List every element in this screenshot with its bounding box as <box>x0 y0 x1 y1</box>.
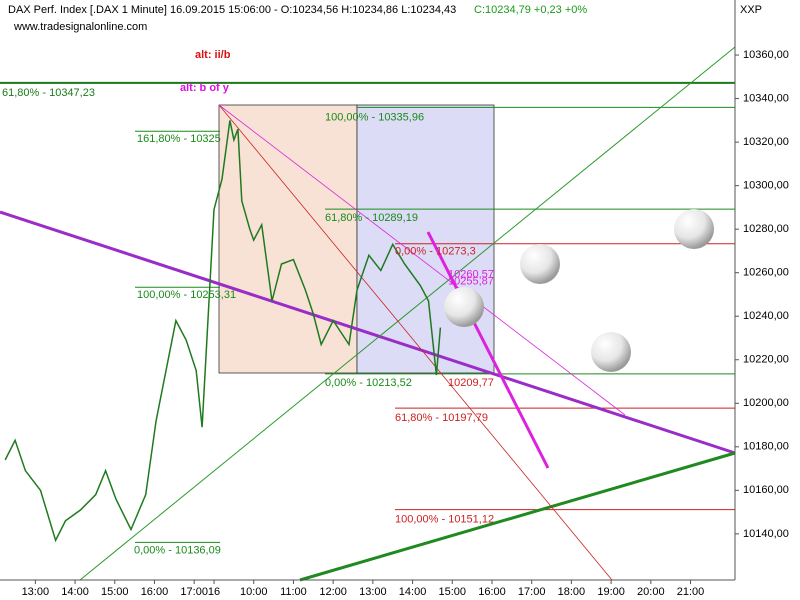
fib-label: 10260,57 <box>448 268 494 280</box>
fib-label: 0,00% - 10136,09 <box>134 544 221 556</box>
y-tick-label: 10300,00 <box>743 180 789 192</box>
x-tick-label: 20:00 <box>637 586 665 598</box>
x-tick-label: 14:00 <box>61 586 89 598</box>
x-tick-label: 15:00 <box>439 586 467 598</box>
fib-label: 100,00% - 10151,12 <box>395 514 494 526</box>
x-tick-label: 21:00 <box>677 586 705 598</box>
fib-label: 61,80% - 10347,23 <box>2 87 95 99</box>
x-tick-label: 17:00 <box>518 586 546 598</box>
header: DAX Perf. Index [.DAX 1 Minute] 16.09.20… <box>8 4 456 16</box>
trend-line-magenta <box>218 104 626 416</box>
x-tick-label: 13:00 <box>22 586 50 598</box>
x-tick-label: 11:00 <box>280 586 307 598</box>
fib-box-time-1 <box>218 104 358 374</box>
fib-label: 0,00% - 10273,3 <box>395 246 476 258</box>
trend-line-purple <box>0 210 736 455</box>
x-tick-label: 16:00 <box>478 586 506 598</box>
y-tick-label: 10160,00 <box>743 484 789 496</box>
x-tick-label: 17:00 <box>180 586 208 598</box>
sphere <box>444 287 484 327</box>
y-tick-label: 10140,00 <box>743 528 789 540</box>
price-line <box>4 120 442 543</box>
fib-label: 100,00% - 10253,31 <box>137 289 236 301</box>
x-tick-label: 14:00 <box>399 586 427 598</box>
fib-label: 61,80% - 10197,79 <box>395 412 488 424</box>
x-tick-label: 12:00 <box>319 586 347 598</box>
y-tick-label: 10280,00 <box>743 223 789 235</box>
y-tick-label: 10240,00 <box>743 310 789 322</box>
x-tick-label: 16:00 <box>141 586 169 598</box>
x-tick-label: 10:00 <box>240 586 268 598</box>
sphere <box>520 244 560 284</box>
y-tick-label: 10200,00 <box>743 397 789 409</box>
x-tick-label: 13:00 <box>359 586 387 598</box>
y-tick-label: 10360,00 <box>743 49 789 61</box>
y-tick-label: 10220,00 <box>743 354 789 366</box>
annotation: alt: ii/b <box>195 49 231 61</box>
fib-label: 100,00% - 10335,96 <box>325 111 424 123</box>
x-tick-label: 16 <box>208 586 220 598</box>
trend-line-red <box>218 104 613 581</box>
x-tick-label: 19:00 <box>597 586 625 598</box>
y-tick-label: 10260,00 <box>743 267 789 279</box>
header-change: C:10234,79 +0,23 +0% <box>474 4 587 16</box>
fib-label: 161,80% - 10325 <box>137 133 221 145</box>
trend-line-green-thick <box>299 451 736 582</box>
trend-line-green <box>79 46 736 581</box>
sphere <box>674 209 714 249</box>
x-tick-label: 15:00 <box>101 586 129 598</box>
y-tick-label: 10320,00 <box>743 136 789 148</box>
fib-label: 10209,77 <box>448 377 494 389</box>
x-tick-label: 18:00 <box>558 586 586 598</box>
fib-label: 0,00% - 10213,52 <box>325 377 412 389</box>
sphere <box>591 332 631 372</box>
y-tick-label: 10180,00 <box>743 441 789 453</box>
axis-label: XXP <box>740 4 762 16</box>
trend-line-magenta-thick <box>426 231 550 469</box>
annotation: alt: b of y <box>180 82 230 94</box>
y-tick-label: 10340,00 <box>743 92 789 104</box>
fib-label: 10255,87 <box>448 276 494 288</box>
source: www.tradesignalonline.com <box>13 21 147 33</box>
fib-label: 61,80% - 10289,19 <box>325 212 418 224</box>
fib-box-time-2 <box>356 104 495 374</box>
